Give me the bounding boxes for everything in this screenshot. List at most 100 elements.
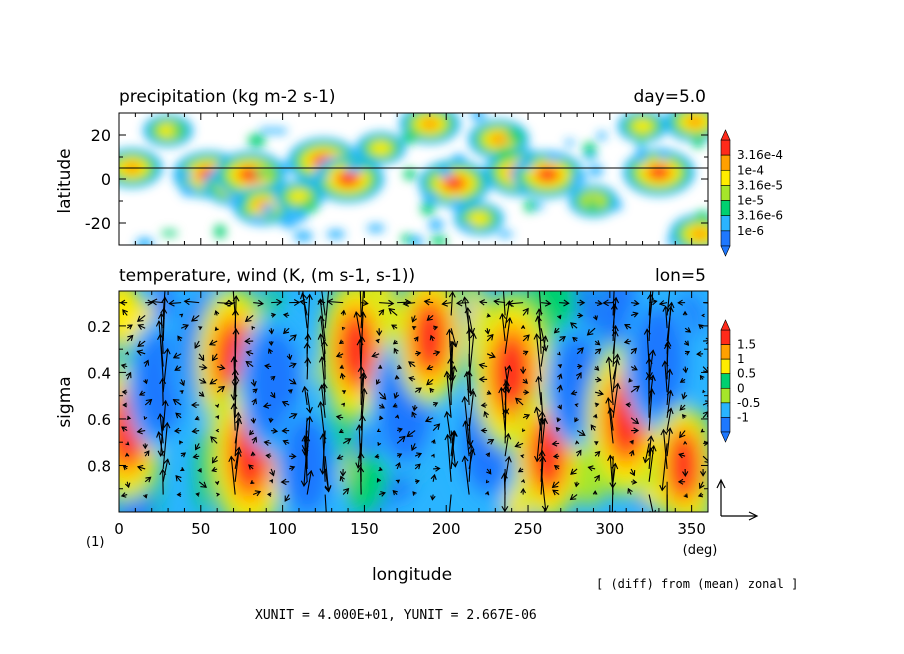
wind-arrow-head (570, 322, 577, 329)
precip-patch (666, 237, 676, 245)
wind-arrow (538, 309, 542, 354)
wind-arrow-head (552, 489, 559, 496)
wind-arrow-head (174, 365, 181, 371)
wind-arrow-head (486, 390, 492, 395)
wind-arrow (446, 371, 452, 418)
wind-arrow-head (539, 455, 547, 463)
wind-arrow-head (234, 446, 242, 454)
wind-arrow-head (392, 403, 398, 408)
wind-arrow-head (406, 430, 414, 438)
wind-arrow-head (344, 438, 352, 445)
wind-arrow-head (553, 465, 560, 471)
wind-arrow-head (304, 333, 312, 340)
temp-wind-panel: temperature, wind (K, (m s-1, s-1)) lon=… (55, 266, 760, 585)
wind-arrow-head (431, 439, 436, 444)
wind-arrow-head (122, 402, 127, 408)
precip-patch (545, 153, 564, 162)
wind-arrow-head (380, 491, 386, 497)
wind-arrow-head (461, 296, 469, 303)
wind-arrow-head (569, 494, 577, 501)
wind-arrow (263, 404, 272, 407)
wind-arrow-head (290, 453, 297, 460)
temp-y-axis-label: sigma (55, 376, 75, 427)
wind-arrow (209, 378, 218, 385)
wind-arrow-head (138, 390, 145, 396)
wind-arrow-head (301, 435, 309, 442)
wind-arrow (608, 357, 614, 406)
wind-arrow-head (468, 448, 476, 456)
wind-arrow-head (163, 458, 171, 466)
wind-arrow-head (324, 486, 332, 493)
wind-arrow (570, 322, 578, 329)
precip-patch (160, 230, 178, 237)
wind-arrow-head (408, 375, 415, 382)
precip-patch (517, 161, 535, 170)
wind-arrow-head (587, 465, 594, 472)
wind-arrow-head (379, 403, 386, 409)
wind-arrow-head (155, 320, 163, 327)
wind-arrow-head (605, 397, 613, 404)
wind-arrow-head (682, 367, 689, 374)
wind-arrow (595, 302, 602, 305)
wind-arrow-head (684, 340, 690, 346)
wind-arrow-head (701, 313, 705, 318)
wind-arrow-head (176, 492, 182, 498)
wind-arrow-head (677, 478, 684, 485)
wind-arrow (515, 397, 524, 406)
precip-field (119, 113, 708, 245)
wind-arrow-head (392, 339, 398, 345)
temp-cell-16-3 (668, 433, 699, 497)
wind-arrow-head (376, 477, 382, 483)
wind-arrow-head (218, 385, 226, 393)
wind-arrow (288, 334, 297, 342)
wind-arrow-head (667, 301, 675, 309)
wind-arrow (559, 302, 569, 304)
wind-arrow (162, 459, 169, 482)
wind-arrow-head (126, 415, 132, 421)
temp-ytick-label: 0.8 (87, 457, 111, 475)
wind-arrow (468, 315, 474, 334)
wind-arrow-head (317, 400, 325, 408)
precip-patch (695, 210, 708, 223)
wind-arrow-head (535, 375, 543, 383)
wind-arrow-head (157, 312, 165, 320)
wind-arrow (630, 417, 639, 424)
wind-arrow-head (378, 309, 385, 316)
precip-patch (253, 168, 272, 178)
temp-colorbar-swatch-5 (720, 402, 731, 418)
wind-arrow-head (194, 444, 201, 451)
wind-arrow (245, 314, 254, 322)
wind-arrow (612, 291, 615, 316)
wind-arrow (450, 292, 454, 316)
wind-arrow-head (463, 370, 471, 378)
wind-arrow-head (484, 329, 491, 335)
wind-arrow-head (523, 334, 530, 341)
wind-arrow-head (250, 418, 257, 424)
wind-arrow-head (557, 314, 562, 320)
wind-arrow-head (413, 336, 419, 342)
wind-arrow-head (284, 495, 291, 502)
wind-arrow (468, 391, 475, 431)
wind-arrow-head (524, 389, 530, 396)
wind-arrow (360, 372, 365, 418)
wind-arrow (198, 481, 207, 488)
wind-arrow-head (244, 337, 251, 345)
temp-colorbar-label: -0.5 (737, 396, 760, 410)
wind-arrow (503, 473, 506, 495)
wind-arrow-head (536, 278, 542, 283)
wind-arrow (234, 412, 239, 457)
wind-arrow-head (488, 439, 495, 445)
wind-arrow (648, 291, 652, 316)
wind-arrow (576, 430, 586, 436)
wind-arrow-head (195, 492, 200, 497)
wind-arrow-head (629, 439, 634, 445)
precip-cell-11-5 (445, 177, 463, 189)
wind-arrow-head (414, 463, 421, 470)
wind-arrow (442, 302, 452, 305)
wind-arrow-head (625, 402, 631, 408)
wind-arrow-head (125, 351, 129, 356)
wind-arrow-head (501, 505, 509, 512)
wind-arrow-head (145, 398, 153, 406)
wind-arrow-head (224, 299, 231, 307)
precip-patch (587, 197, 599, 210)
